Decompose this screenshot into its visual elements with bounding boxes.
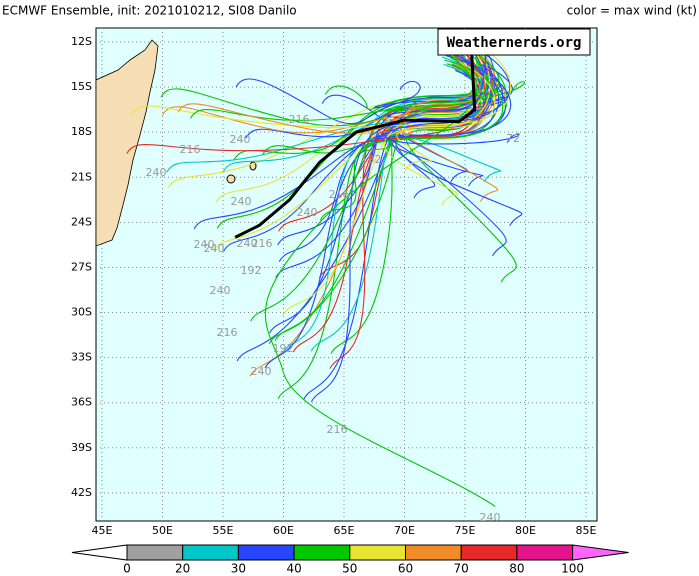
track-hour-label: 216 [217,326,238,339]
ensemble-track [126,49,487,154]
ensemble-track [277,42,508,399]
track-hour-label: 240 [251,365,272,378]
ensemble-track [177,69,481,134]
track-hour-label: 240 [230,133,251,146]
lon-tick-label: 70E [394,524,415,537]
watermark: Weathernerds.org [447,35,582,51]
colorbar-segment [182,544,239,561]
ensemble-track [373,70,496,109]
track-hour-label: 216 [180,143,201,156]
lat-tick-label: 18S [71,125,92,138]
colorbar-under [71,544,128,561]
watermark-box [437,28,591,56]
ensemble-track [396,61,496,171]
land [96,39,257,247]
lat-tick-label: 33S [71,351,92,364]
lon-tick-label: 65E [334,524,355,537]
ensemble-track [319,59,504,221]
ensemble-track [215,50,484,203]
colorbar-segment [237,544,295,561]
lat-tick-label: 12S [71,35,92,48]
track-hour-label: 240 [146,166,167,179]
ensemble-track [384,41,520,145]
ensemble-track [310,64,503,403]
lon-tick-label: 75E [455,524,476,537]
lat-tick-label: 36S [71,396,92,409]
track-hour-label: 72 [506,132,520,145]
track-hour-label: 240 [480,511,501,524]
track-hour-label: 240 [204,242,225,255]
ensemble-track [277,43,511,246]
colorbar-tick-label: 70 [454,562,469,576]
legend-title: color = max wind (kt) [567,4,697,18]
reunion [226,174,236,184]
lon-tick-label: 55E [213,524,234,537]
lon-tick-label: 80E [515,524,536,537]
track-hour-label: 192 [361,153,382,166]
ensemble-track [250,44,500,322]
track-hour-label: 216 [329,188,350,201]
madagascar [96,39,159,247]
mean-track [234,41,477,239]
colorbar-segment [126,544,184,561]
title: ECMWF Ensemble, init: 2021010212, SI08 D… [2,4,297,18]
track-hour-label: 240 [231,195,252,208]
colorbar: 0 20 30 40 50 60 70 80 100 [71,544,629,576]
plot-area [95,27,598,522]
track-hour-label: 240 [237,237,258,250]
track-hour-label: 216 [289,113,310,126]
lat-tick-label: 15S [71,80,92,93]
lon-tick-label: 45E [92,524,113,537]
colorbar-segment [293,544,351,561]
track-hour-label: 240 [297,206,318,219]
colorbar-segment [405,544,462,561]
lon-tick-label: 50E [152,524,173,537]
track-hour-label: 240 [210,284,231,297]
ensemble-track [274,51,478,341]
colorbar-tick-label: 60 [398,562,413,576]
colorbar-over [572,544,629,561]
colorbar-tick-label: 40 [286,562,301,576]
lat-tick-label: 39S [71,441,92,454]
lat-tick-label: 24S [71,215,92,228]
colorbar-segment [349,544,406,561]
lat-tick-label: 27S [71,260,92,273]
colorbar-tick-label: 20 [175,562,190,576]
colorbar-tick-label: 0 [123,562,131,576]
track-hour-label: 192 [273,342,294,355]
track-hour-label: 192 [241,264,262,277]
colorbar-segment [516,544,574,561]
lat-tick-label: 21S [71,170,92,183]
colorbar-segment [460,544,518,561]
track-hour-label: 240 [194,238,215,251]
ensemble-track [381,60,507,257]
colorbar-tick-label: 80 [509,562,524,576]
lat-tick-label: 30S [71,306,92,319]
colorbar-tick-label: 30 [231,562,246,576]
ensemble-track [131,50,512,129]
tracks [126,41,525,507]
track-hour-label: 216 [252,237,273,250]
track-hour-label: 216 [327,423,348,436]
colorbar-tick-label: 50 [342,562,357,576]
colorbar-tick-label: 100 [561,562,584,576]
lon-tick-label: 60E [273,524,294,537]
lon-tick-label: 85E [576,524,597,537]
lat-tick-label: 42S [71,486,92,499]
ensemble-track [303,63,489,400]
